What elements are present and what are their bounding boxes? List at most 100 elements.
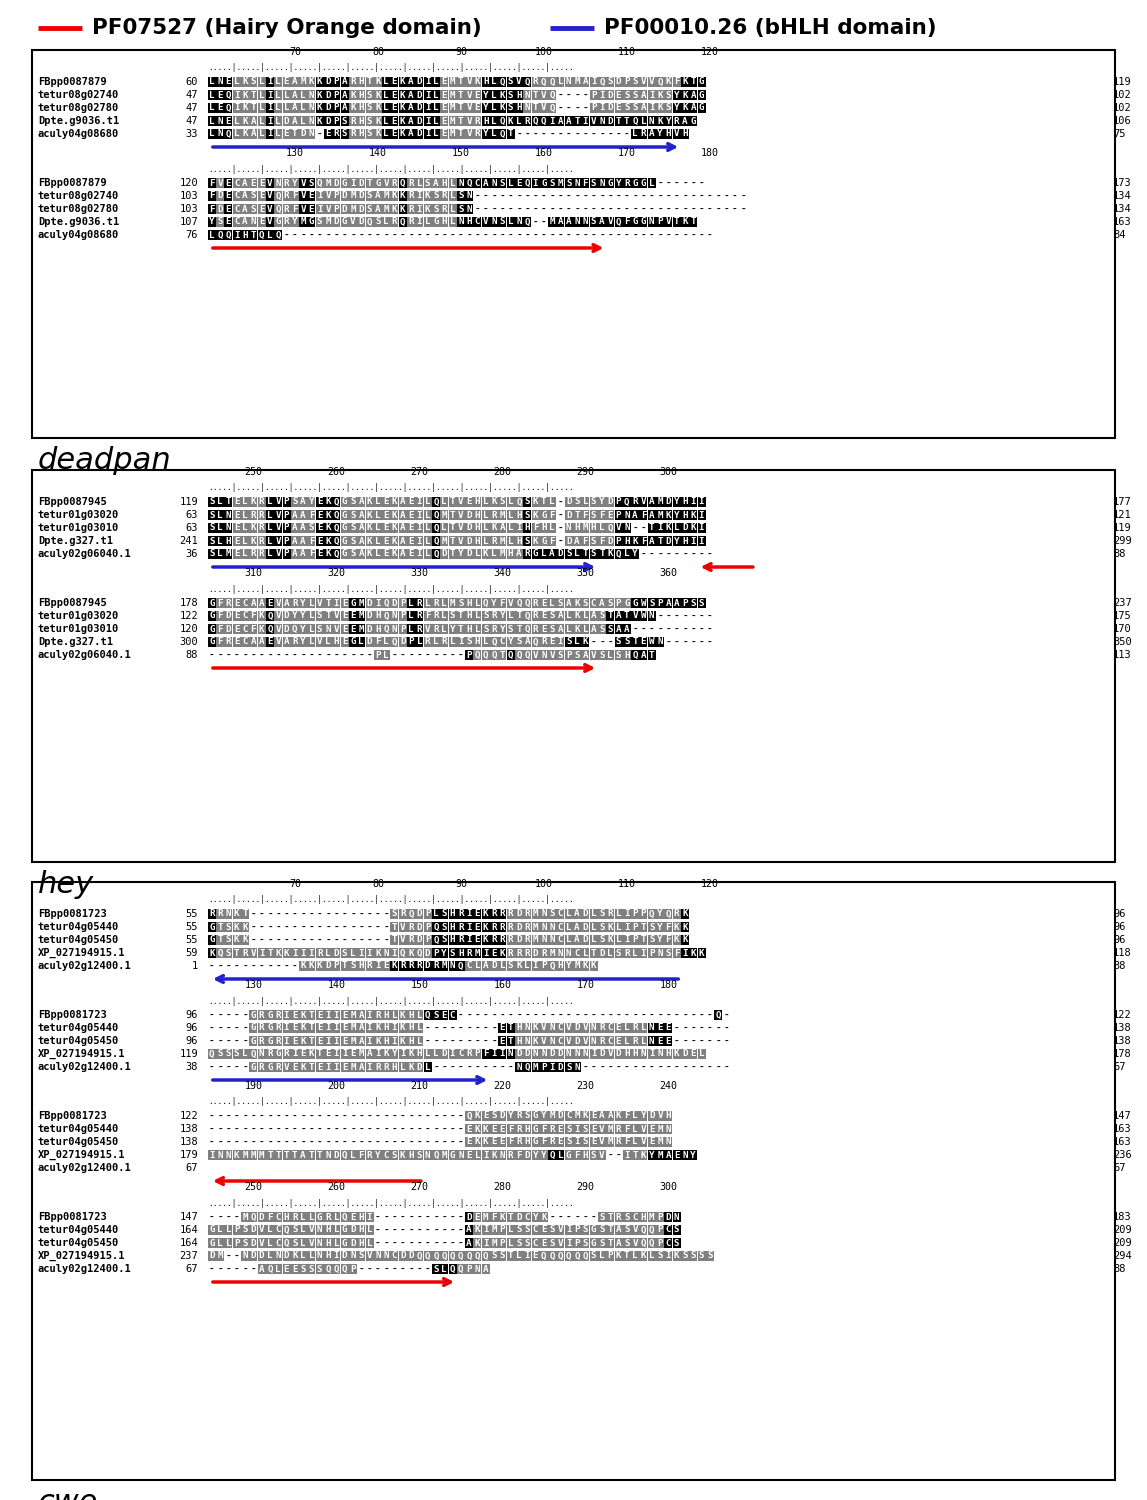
Bar xyxy=(590,116,598,126)
Text: K: K xyxy=(508,117,514,126)
Bar xyxy=(266,536,274,546)
Bar xyxy=(423,909,431,918)
Text: H: H xyxy=(475,638,481,646)
Text: T: T xyxy=(508,1212,514,1221)
Bar xyxy=(498,217,506,226)
Bar xyxy=(432,549,440,558)
Bar xyxy=(623,1124,631,1134)
Text: -: - xyxy=(516,192,522,201)
Bar xyxy=(639,1212,647,1221)
Bar xyxy=(681,934,689,945)
Text: R: R xyxy=(283,1050,289,1059)
Bar xyxy=(689,1048,697,1059)
Bar xyxy=(233,638,241,646)
Text: L: L xyxy=(616,936,622,945)
Text: L: L xyxy=(334,1226,340,1234)
Text: 118: 118 xyxy=(1113,948,1132,958)
Bar xyxy=(448,536,457,546)
Bar xyxy=(507,1023,515,1032)
Text: F: F xyxy=(508,1125,514,1134)
Text: -: - xyxy=(690,1062,696,1071)
Text: H: H xyxy=(665,129,671,138)
Text: tetur04g05440: tetur04g05440 xyxy=(38,1226,119,1234)
Bar xyxy=(474,638,482,646)
Text: -: - xyxy=(375,1137,381,1146)
Text: -: - xyxy=(317,1112,322,1120)
Text: Q: Q xyxy=(275,231,281,240)
Bar xyxy=(656,76,664,87)
Bar xyxy=(282,1062,290,1071)
Text: -: - xyxy=(690,1011,696,1020)
Text: 164: 164 xyxy=(179,1226,198,1234)
Bar xyxy=(474,1264,482,1274)
Text: 150: 150 xyxy=(452,148,470,158)
Text: A: A xyxy=(342,78,348,87)
Text: R: R xyxy=(326,1212,330,1221)
Bar xyxy=(208,204,216,213)
Text: W: W xyxy=(641,612,646,621)
Text: -: - xyxy=(250,1137,256,1146)
Bar xyxy=(531,1124,539,1134)
Text: -: - xyxy=(657,192,663,201)
Text: T: T xyxy=(309,1150,314,1160)
Bar xyxy=(482,116,490,126)
Text: L: L xyxy=(234,78,240,87)
Text: L: L xyxy=(267,1226,273,1234)
Bar xyxy=(615,1251,623,1260)
Bar xyxy=(574,1112,582,1120)
Text: V: V xyxy=(632,1226,638,1234)
Text: C: C xyxy=(557,936,563,945)
Bar xyxy=(258,524,266,532)
Text: -: - xyxy=(608,204,612,213)
Bar xyxy=(333,1212,341,1221)
Bar xyxy=(282,116,290,126)
Text: Q: Q xyxy=(416,948,422,957)
Bar xyxy=(531,104,539,112)
Bar xyxy=(498,598,506,608)
Text: S: S xyxy=(309,524,314,532)
Text: C: C xyxy=(632,1212,638,1221)
Bar xyxy=(407,129,415,138)
Text: D: D xyxy=(467,510,471,519)
Bar xyxy=(531,1036,539,1046)
Text: P: P xyxy=(400,624,406,633)
Text: P: P xyxy=(682,598,688,608)
Text: A: A xyxy=(599,598,604,608)
Text: K: K xyxy=(309,1050,314,1059)
Bar xyxy=(374,638,382,646)
Bar xyxy=(474,650,482,660)
Bar xyxy=(374,1023,382,1032)
Text: -: - xyxy=(217,1264,223,1274)
Bar xyxy=(407,1023,415,1032)
Text: N: N xyxy=(309,90,314,99)
Text: -: - xyxy=(532,231,538,240)
Text: -: - xyxy=(442,1023,447,1032)
Text: S: S xyxy=(226,948,232,957)
Bar xyxy=(639,116,647,126)
Bar xyxy=(523,76,531,87)
Text: A: A xyxy=(342,90,348,99)
Bar xyxy=(291,1238,299,1248)
Text: R: R xyxy=(400,909,406,918)
Bar xyxy=(233,76,241,87)
Bar xyxy=(515,922,523,932)
Text: H: H xyxy=(483,117,489,126)
Text: P: P xyxy=(575,1239,580,1248)
Text: L: L xyxy=(632,948,638,957)
Text: tetur01g03010: tetur01g03010 xyxy=(38,624,119,634)
Text: K: K xyxy=(234,922,240,932)
Text: S: S xyxy=(632,90,638,99)
Text: S: S xyxy=(616,651,622,660)
Text: C: C xyxy=(275,1239,281,1248)
Text: L: L xyxy=(649,178,655,188)
Bar xyxy=(672,948,680,957)
Text: I: I xyxy=(424,90,430,99)
Bar xyxy=(631,1150,639,1160)
Text: -: - xyxy=(641,624,646,633)
Text: -: - xyxy=(549,129,555,138)
Bar xyxy=(615,116,623,126)
Bar xyxy=(523,610,531,621)
Text: -: - xyxy=(583,192,588,201)
Text: S: S xyxy=(673,1226,679,1234)
Bar xyxy=(515,1137,523,1146)
